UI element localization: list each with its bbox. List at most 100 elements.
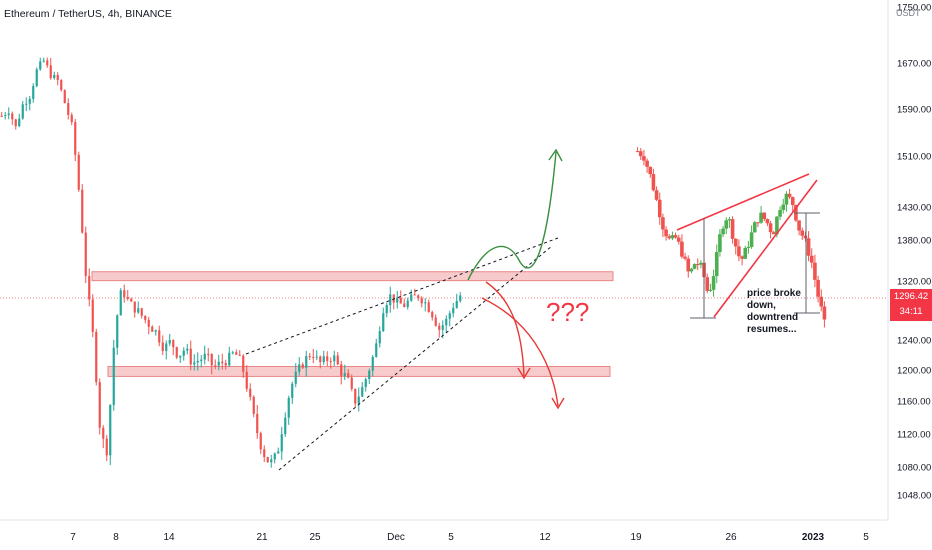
candle-body <box>245 371 248 389</box>
candle-body <box>657 199 662 218</box>
y-tick-label: 1510.00 <box>897 151 932 163</box>
candle-body <box>361 387 364 397</box>
candle-body <box>256 413 259 434</box>
upper-zone <box>91 271 614 282</box>
candle-body <box>32 86 35 99</box>
candle-body <box>49 65 52 79</box>
candle-body <box>207 353 210 355</box>
candle-body <box>368 370 371 380</box>
candle-body <box>800 230 805 236</box>
candle-body <box>308 356 311 358</box>
candle-body <box>445 318 448 326</box>
candle-body <box>673 235 678 238</box>
candle-body <box>816 279 820 297</box>
candle-body <box>46 60 49 66</box>
x-tick-label: 25 <box>309 532 321 543</box>
candle-body <box>746 246 751 248</box>
candle-body <box>0 115 3 117</box>
candle-body <box>81 189 84 233</box>
candle-body <box>182 350 185 356</box>
candle-body <box>56 74 59 81</box>
candle-body <box>771 232 776 235</box>
candle-body <box>781 204 786 211</box>
candle-body <box>718 234 722 253</box>
y-tick-label: 1430.00 <box>897 202 932 214</box>
candle-body <box>790 197 795 206</box>
candle-body <box>803 235 808 239</box>
candle-body <box>235 352 238 355</box>
candle-body <box>70 114 73 123</box>
candle-body <box>333 355 336 362</box>
candle-body <box>455 300 458 308</box>
candle-body <box>186 348 189 351</box>
y-tick-label: 1240.00 <box>897 335 932 347</box>
candle-body <box>35 69 38 87</box>
candle-body <box>165 343 168 352</box>
candle-body <box>137 308 140 313</box>
candle-body <box>151 326 154 332</box>
candle-body <box>686 258 691 272</box>
candle-body <box>375 343 378 357</box>
candle-body <box>25 103 28 105</box>
y-tick-label: 1160.00 <box>897 396 931 408</box>
candle-body <box>424 302 427 304</box>
candle-body <box>130 298 133 302</box>
candle-body <box>126 296 129 299</box>
candle-body <box>263 449 266 458</box>
candle-body <box>749 232 754 247</box>
candle-body <box>371 356 374 371</box>
y-tick-label: 1320.00 <box>897 276 932 288</box>
candle-body <box>224 363 227 366</box>
y-tick-label: 1590.00 <box>897 104 932 116</box>
candle-body <box>427 302 430 313</box>
x-tick-label: 26 <box>725 532 737 543</box>
candle-body <box>357 396 360 404</box>
x-tick-label: 2023 <box>801 532 825 543</box>
candle-body <box>28 98 31 104</box>
candle-body <box>711 276 716 290</box>
upper-wedge-line <box>245 237 559 355</box>
candle-body <box>730 219 735 239</box>
candle-body <box>724 220 729 229</box>
x-tick-label: 7 <box>70 532 76 543</box>
candle-body <box>417 295 420 299</box>
candle-body <box>112 347 115 405</box>
candle-body <box>431 312 434 318</box>
candle-body <box>441 325 444 330</box>
candle-body <box>765 219 770 224</box>
candle-body <box>161 342 164 352</box>
candle-body <box>654 190 659 200</box>
candle-body <box>21 104 24 119</box>
candle-body <box>708 289 713 291</box>
candle-body <box>737 246 741 257</box>
candle-body <box>667 236 672 239</box>
current-price-tag: 1296.42 34:11 <box>890 289 932 321</box>
candle-body <box>420 298 423 304</box>
y-tick-label: 1750.00 <box>897 2 932 14</box>
candle-body <box>175 347 178 358</box>
candle-body <box>762 212 767 220</box>
candle-body <box>4 115 7 117</box>
candle-body <box>238 354 241 356</box>
candle-body <box>378 331 381 344</box>
candle-body <box>312 357 315 359</box>
candle-body <box>642 156 646 161</box>
y-tick-label: 1670.00 <box>897 58 932 70</box>
candle-body <box>315 356 318 358</box>
candle-body <box>452 307 455 314</box>
x-tick-label: 8 <box>113 532 119 543</box>
candle-body <box>95 331 98 383</box>
candle-body <box>158 330 161 343</box>
candle-body <box>721 228 725 235</box>
candle-body <box>399 297 402 304</box>
candle-body <box>196 360 199 363</box>
candle-body <box>759 212 763 223</box>
candle-body <box>277 451 280 454</box>
candle-body <box>448 313 451 319</box>
candle-body <box>689 268 694 272</box>
candle-body <box>645 160 649 167</box>
candle-body <box>692 264 697 269</box>
candle-body <box>273 453 276 460</box>
candle-body <box>822 306 827 320</box>
